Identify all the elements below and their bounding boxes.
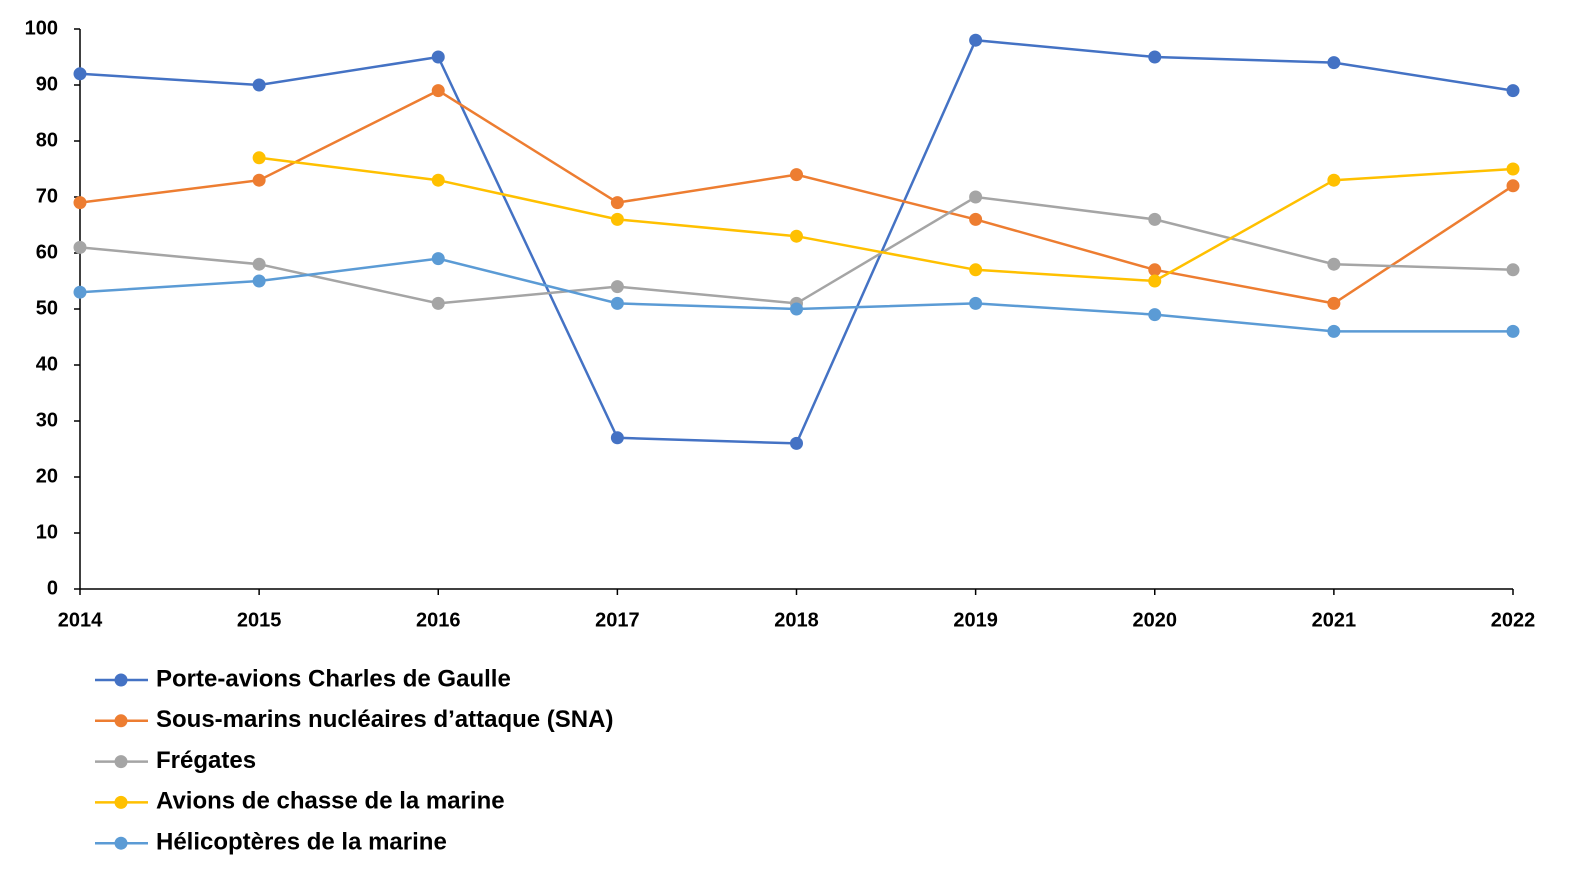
legend-label: Avions de chasse de la marine [156,788,505,815]
legend-marker [114,836,128,850]
y-tick-label: 100 [25,17,58,39]
data-point [969,212,983,226]
x-tick-label: 2017 [595,609,640,631]
y-tick-label: 10 [36,521,58,543]
data-point [252,173,266,187]
x-tick-label: 2018 [774,609,819,631]
data-point [969,33,983,47]
data-point [610,212,624,226]
data-point [1148,274,1162,288]
data-point [1327,257,1341,271]
data-point [1327,296,1341,310]
data-point [610,280,624,294]
data-point [610,296,624,310]
data-point [790,302,803,316]
series-line [79,257,1513,333]
data-point [610,196,624,210]
legend-label: Sous-marins nucléaires d’attaque (SNA) [156,706,613,733]
y-tick-label: 30 [36,409,58,431]
data-point [73,240,87,254]
series-line [79,195,1514,305]
data-point [252,257,266,271]
data-point [1148,50,1162,64]
y-tick-label: 60 [36,241,58,263]
legend-marker [114,755,128,769]
legend-marker [114,795,128,809]
data-point [1506,179,1520,193]
data-point [969,263,983,277]
data-point [1327,56,1341,70]
data-point [1148,308,1162,322]
data-point [1506,324,1520,338]
data-point [73,67,87,81]
data-point [73,196,87,210]
x-tick-label: 2016 [416,609,461,631]
y-tick-label: 70 [36,185,58,207]
x-tick-label: 2014 [58,609,103,631]
legend-label: Hélicoptères de la marine [156,829,447,856]
data-point [431,173,445,187]
data-point [431,84,445,98]
y-tick-label: 0 [47,577,58,599]
y-tick-label: 50 [36,297,58,319]
legend-marker [114,673,128,687]
series-line [258,156,1514,283]
x-tick-label: 2019 [953,609,998,631]
data-point [969,190,983,204]
data-point [1506,84,1520,98]
y-tick-label: 90 [36,73,58,95]
data-point [252,78,266,92]
data-point [1327,173,1341,187]
data-point [1506,162,1520,176]
data-point [1506,263,1520,277]
x-tick-label: 2022 [1491,609,1536,631]
x-tick-label: 2021 [1312,609,1357,631]
data-point [790,229,803,243]
data-point [790,168,803,182]
legend-label: Frégates [156,747,256,774]
data-point [431,252,445,266]
data-point [252,151,266,165]
legend-label: Porte-avions Charles de Gaulle [156,665,511,692]
data-point [1148,212,1162,226]
data-point [252,274,266,288]
data-point [73,285,87,299]
y-tick-label: 80 [36,129,58,151]
legend-marker [114,714,128,728]
data-point [790,436,803,450]
y-tick-label: 40 [36,353,58,375]
data-point [431,296,445,310]
data-point [969,296,983,310]
data-point [1148,263,1162,277]
data-point [1327,324,1341,338]
x-tick-label: 2015 [237,609,282,631]
y-tick-label: 20 [36,465,58,487]
x-tick-label: 2020 [1133,609,1178,631]
data-point [431,50,445,64]
data-point [610,431,624,445]
